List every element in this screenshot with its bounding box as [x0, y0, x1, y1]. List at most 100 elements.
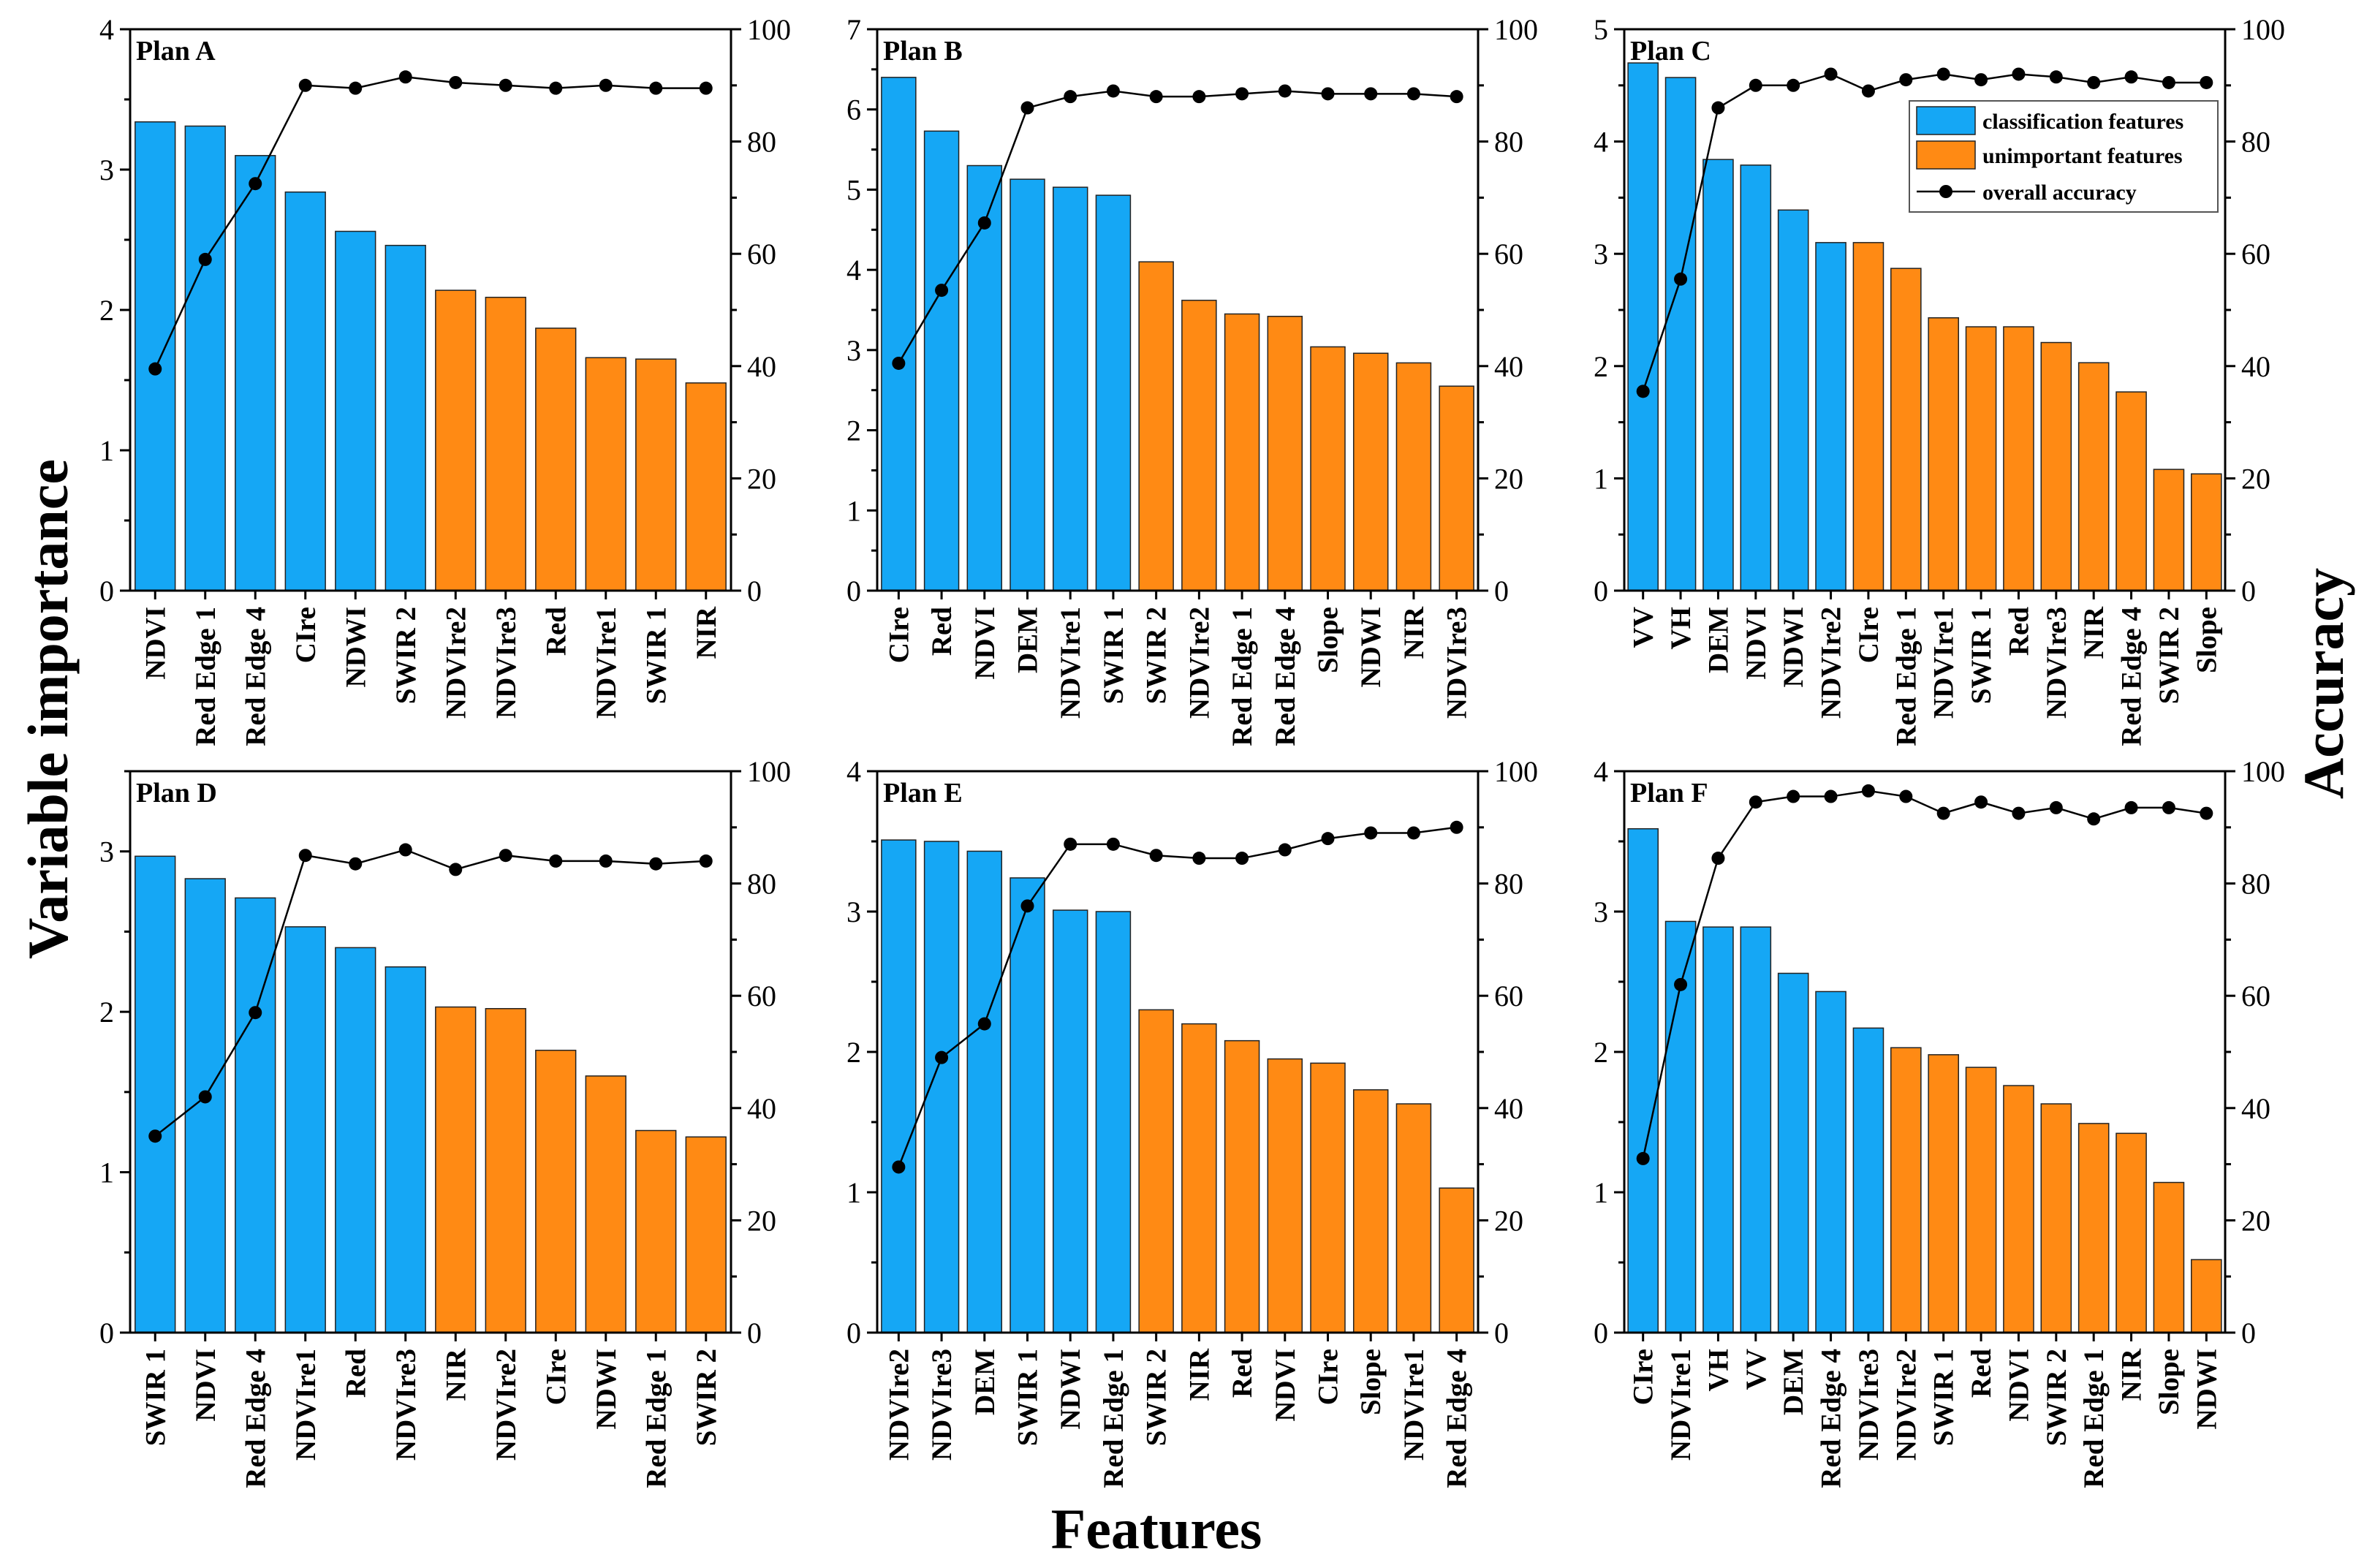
accuracy-point: [699, 854, 713, 868]
accuracy-point: [148, 1129, 162, 1143]
accuracy-line: [1642, 789, 2207, 1159]
x-tick-label: NDVI: [1740, 607, 1772, 680]
bar-unimportant: [1890, 268, 1922, 591]
bar-unimportant: [685, 1136, 727, 1333]
y-tick-label: 3: [1594, 895, 1608, 928]
x-tick-label: NDWI: [340, 607, 371, 688]
bar-classification: [135, 855, 176, 1333]
accuracy-point: [1824, 67, 1838, 81]
bar-unimportant: [635, 1129, 677, 1333]
y-tick-label: 3: [99, 154, 114, 186]
accuracy-point: [1192, 852, 1206, 866]
bar-unimportant: [1852, 242, 1885, 591]
x-tick-label: SWIR 1: [640, 607, 672, 704]
bar-unimportant: [535, 1050, 577, 1333]
x-tick-label: NDVIre3: [1442, 607, 1473, 719]
x-tick-label: Red Edge 1: [190, 607, 221, 746]
accuracy-point: [1278, 843, 1292, 857]
panel-4: 0 1 2 3 0 20 40 60 80 100 SWIR 1 NDVI Red Edge 4 NDVI…: [99, 755, 791, 1488]
x-tick-label: CIre: [1853, 607, 1885, 663]
bar-classification: [923, 130, 960, 591]
y2-tick-label: 60: [1494, 980, 1523, 1012]
accuracy-point: [1406, 826, 1420, 840]
x-tick-label: NDVIre3: [926, 1349, 958, 1461]
bar-classification: [235, 897, 276, 1333]
y2-tick-label: 60: [2241, 238, 2270, 270]
x-tick-label: Red Edge 1: [1890, 607, 1922, 746]
x-tick-label: Red Edge 1: [1098, 1349, 1129, 1488]
accuracy-point: [1450, 820, 1463, 834]
y2-tick-label: 0: [1494, 575, 1509, 607]
x-tick-label: Slope: [1313, 607, 1344, 673]
accuracy-point: [349, 857, 363, 871]
bar-unimportant: [1138, 1009, 1174, 1333]
bar-classification: [881, 839, 917, 1333]
accuracy-point: [1064, 837, 1077, 851]
y2-tick-label: 0: [1494, 1317, 1509, 1349]
bar-unimportant: [1395, 1103, 1432, 1333]
bar-unimportant: [1439, 1187, 1474, 1333]
bar-unimportant: [485, 296, 526, 591]
y-tick-label: 3: [99, 836, 114, 868]
bar-unimportant: [1965, 1067, 1997, 1333]
y2-tick-label: 100: [747, 755, 791, 788]
x-tick-label: NDWI: [2191, 1349, 2222, 1430]
x-tick-label: NDVIre2: [1183, 607, 1215, 719]
accuracy-point: [198, 252, 212, 266]
accuracy-point: [699, 81, 713, 95]
y-tick-label: 0: [99, 575, 114, 607]
x-tick-label: Red Edge 4: [240, 607, 271, 746]
bar-classification: [385, 966, 426, 1333]
x-tick-label: NDVI: [140, 607, 171, 680]
bar-unimportant: [635, 358, 677, 591]
bar-classification: [1777, 209, 1809, 591]
y-tick-label: 1: [1594, 1176, 1608, 1209]
x-tick-label: Slope: [2191, 607, 2222, 673]
x-tick-label: SWIR 2: [691, 1349, 722, 1446]
y2-tick-label: 20: [1494, 1204, 1523, 1237]
x-tick-label: NIR: [440, 1348, 471, 1401]
x-tick-label: NDVIre1: [1928, 607, 1960, 719]
y-tick-label: 1: [99, 1156, 114, 1189]
accuracy-point: [1235, 87, 1249, 101]
y-tick-label: 2: [99, 294, 114, 327]
bar-unimportant: [585, 357, 626, 591]
bar-classification: [235, 155, 276, 591]
x-tick-label: Red: [1227, 1349, 1258, 1398]
accuracy-point: [1749, 78, 1762, 92]
x-tick-label: NDVIre2: [1816, 607, 1847, 719]
x-tick-label: NDVI: [1270, 1349, 1301, 1422]
accuracy-point: [1364, 826, 1378, 840]
y2-tick-label: 20: [1494, 462, 1523, 495]
x-tick-label: SWIR 2: [1141, 607, 1173, 704]
x-tick-label: SWIR 1: [1928, 1349, 1960, 1446]
y-left-axis-title: Variable importance: [16, 459, 80, 959]
accuracy-point: [148, 362, 162, 376]
x-tick-label: NDVIre1: [591, 607, 622, 719]
bar-unimportant: [1890, 1047, 1922, 1333]
accuracy-point: [649, 857, 663, 871]
bar-classification: [1740, 926, 1772, 1333]
x-tick-label: SWIR 1: [1966, 607, 1997, 704]
y2-tick-label: 0: [2241, 1317, 2256, 1349]
accuracy-point: [1364, 87, 1378, 101]
accuracy-point: [1711, 852, 1725, 866]
accuracy-point: [449, 863, 463, 876]
panel-2: 0 1 2 3 4 5 6 7 0 20 40 60 80 100 CIre Red NDVI DEM NDVIre…: [846, 13, 1538, 746]
y2-tick-label: 100: [2241, 755, 2285, 788]
accuracy-point: [1899, 73, 1913, 87]
y2-tick-label: 40: [1494, 1092, 1523, 1125]
accuracy-point: [2012, 67, 2026, 81]
y-tick-label: 1: [846, 1176, 861, 1209]
bar-unimportant: [1352, 1089, 1389, 1333]
bar-unimportant: [2191, 473, 2222, 591]
accuracy-point: [2087, 75, 2101, 89]
bar-classification: [1052, 186, 1088, 591]
y2-tick-label: 100: [1494, 755, 1538, 788]
y2-tick-label: 0: [747, 575, 762, 607]
y-tick-label: 0: [1594, 1317, 1608, 1349]
x-tick-label: NIR: [2078, 606, 2110, 659]
accuracy-point: [549, 854, 563, 868]
accuracy-point: [198, 1090, 212, 1104]
